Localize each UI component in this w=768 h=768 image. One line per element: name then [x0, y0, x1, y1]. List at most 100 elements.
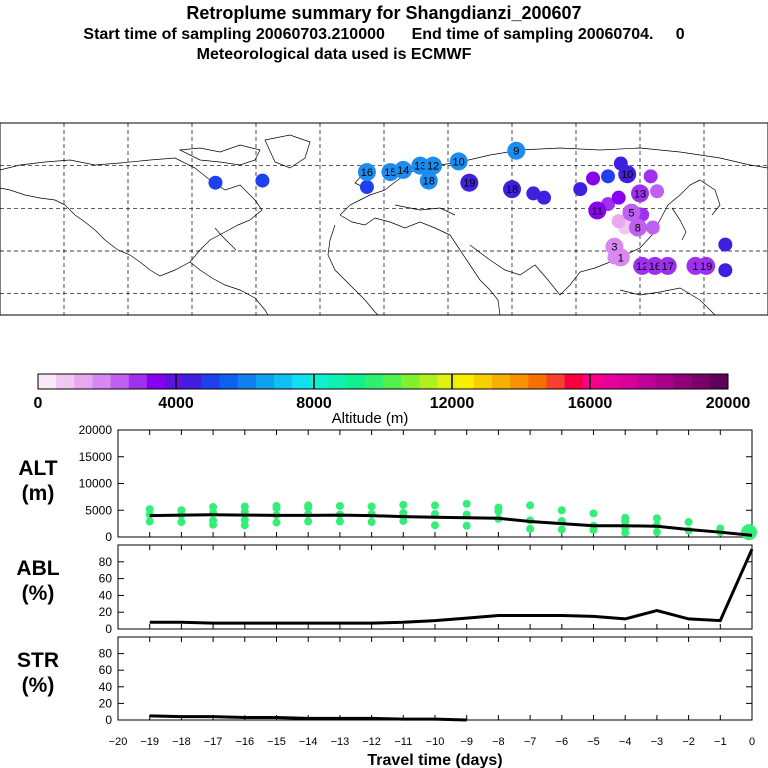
x-tick-label: −3 — [651, 736, 664, 748]
colorbar-swatch — [383, 374, 402, 389]
x-tick-label: −5 — [587, 736, 600, 748]
y-tick-label: 0 — [105, 530, 112, 544]
colorbar-axis-label: Altitude (m) — [332, 410, 409, 427]
altitude-point — [304, 517, 313, 526]
mean-altitude-line — [149, 513, 753, 537]
altitude-point — [494, 507, 503, 516]
x-tick-label: −13 — [331, 736, 350, 748]
y-tick-label: 40 — [99, 680, 113, 694]
coastlines — [0, 134, 768, 316]
colorbar-swatch — [292, 374, 311, 389]
plume-blob — [645, 220, 660, 235]
altitude-point — [304, 503, 313, 512]
altitude-point — [431, 521, 439, 530]
colorbar-swatch — [419, 374, 438, 389]
plume-blob — [718, 263, 733, 278]
colorbar-swatch — [491, 374, 511, 389]
plume-marker-label: 12 — [427, 161, 439, 173]
colorbar-swatch — [473, 374, 493, 389]
plume-marker-label: 15 — [384, 167, 396, 179]
y-tick-label: 40 — [99, 588, 113, 602]
y-tick-label: 60 — [99, 663, 113, 677]
x-axis: −20 −19 −18 −17 −16 −15 −14 −13 −12 −11 −10 −9 −8 −7−… — [109, 736, 755, 768]
colorbar-swatch — [582, 374, 602, 389]
altitude-point — [621, 528, 630, 537]
plume-blob — [359, 180, 374, 194]
colorbar-swatch — [455, 374, 475, 389]
x-tick-label: −6 — [556, 736, 569, 748]
str-line — [149, 714, 467, 722]
colorbar-swatch — [364, 374, 384, 389]
colorbar-swatch — [673, 374, 693, 389]
plume-blob — [611, 190, 626, 205]
altitude-point — [431, 501, 439, 510]
plume-marker-label: 16 — [361, 167, 373, 179]
plume-marker-label: 13 — [414, 161, 426, 173]
coast-africa-east — [449, 234, 501, 316]
altitude-point — [557, 506, 566, 515]
y-axis-label: ABL — [16, 557, 59, 580]
coast-indonesia — [619, 287, 716, 316]
x-tick-label: −4 — [619, 736, 632, 748]
x-tick-label: −11 — [394, 736, 412, 748]
x-tick-label: −16 — [235, 736, 254, 748]
coast-arctic-islands — [178, 144, 261, 166]
start-time-text: Start time of sampling 20060703.210000 — [83, 26, 385, 43]
x-tick-label: −14 — [299, 736, 318, 748]
colorbar-frame — [37, 373, 729, 390]
plume-marker-label: 3 — [611, 242, 617, 254]
y-axis-label: STR — [17, 649, 59, 672]
altitude-colorbar: 0 4000 8000 12000 16000 20000 Altitude (m) — [34, 373, 750, 427]
time-series-panels: 05000100001500020000ALT(m)020406080ABL(%… — [16, 423, 757, 768]
plume-blob — [718, 237, 733, 252]
y-tick-label: 15000 — [79, 450, 113, 464]
plume-marker — [503, 180, 521, 199]
colorbar-swatch — [56, 374, 75, 389]
end-time-value: 0 — [675, 26, 685, 43]
y-axis-unit: (%) — [22, 582, 55, 605]
x-tick-label: −8 — [492, 736, 505, 748]
colorbar-tick-label: 8000 — [296, 395, 332, 412]
plume-marker — [424, 156, 443, 175]
colorbar-swatch — [255, 374, 275, 389]
x-tick-label: −12 — [362, 736, 381, 748]
altitude-point — [589, 509, 598, 518]
plume-marker-label: 1 — [618, 252, 624, 264]
colorbar-swatch — [528, 374, 547, 389]
x-axis-label: Travel time (days) — [367, 752, 502, 768]
altitude-point — [462, 499, 471, 508]
plume-blob — [537, 190, 551, 205]
altitude-point — [335, 501, 344, 510]
plume-blob — [601, 169, 615, 184]
plume-marker-label: 19 — [463, 178, 475, 190]
x-tick-label: 0 — [749, 736, 755, 748]
y-tick-label: 5000 — [85, 503, 112, 517]
plume-marker-label: 8 — [635, 223, 641, 235]
plume-blob — [573, 182, 588, 197]
plume-marker — [460, 173, 479, 192]
y-axis-label: ALT — [18, 457, 57, 480]
plume-marker — [419, 171, 438, 190]
plume-marker-label: 10 — [453, 156, 465, 168]
plume-marker — [633, 256, 652, 275]
colorbar-swatch — [346, 374, 366, 389]
x-tick-label: −1 — [714, 736, 727, 748]
altitude-point — [557, 525, 566, 534]
altitude-point — [589, 526, 598, 535]
colorbar-tick-label: 4000 — [158, 395, 194, 412]
coast-japan — [671, 207, 687, 241]
plume-marker-label: 13 — [634, 188, 646, 200]
plume-marker — [449, 152, 468, 171]
colorbar-swatch — [201, 374, 221, 389]
colorbar-tick-label: 0 — [34, 395, 43, 412]
x-tick-label: −9 — [460, 736, 473, 748]
colorbar-tick-label: 12000 — [430, 395, 475, 412]
plume-marker-label: 16 — [649, 261, 661, 273]
x-tick-label: −2 — [682, 736, 695, 748]
colorbar-swatch — [183, 374, 202, 389]
end-time-text: End time of sampling 20060704. — [411, 26, 654, 43]
colorbar-swatch — [510, 374, 529, 389]
